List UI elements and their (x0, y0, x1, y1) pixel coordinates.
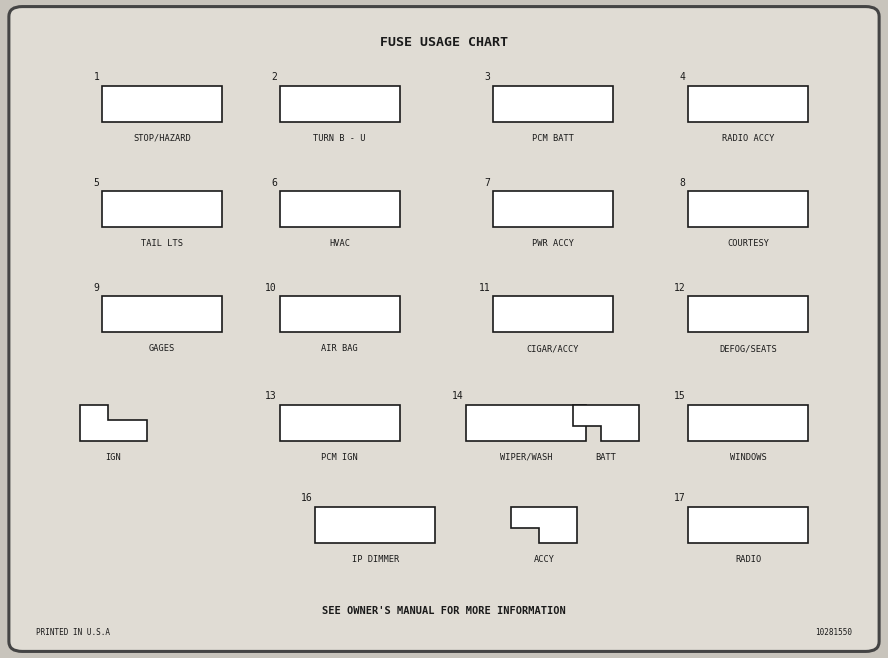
Text: 5: 5 (93, 178, 99, 188)
Bar (688, 86, 808, 122)
Text: 4: 4 (679, 72, 686, 82)
Bar (102, 191, 222, 227)
Text: COURTESY: COURTESY (727, 239, 769, 248)
Bar (688, 507, 808, 543)
Text: 2: 2 (271, 72, 277, 82)
Text: 13: 13 (266, 392, 277, 401)
Text: 8: 8 (679, 178, 686, 188)
Text: CIGAR/ACCY: CIGAR/ACCY (527, 344, 579, 353)
Bar (493, 86, 613, 122)
Bar (466, 405, 586, 441)
Bar (688, 191, 808, 227)
FancyBboxPatch shape (9, 7, 879, 651)
Text: SEE OWNER'S MANUAL FOR MORE INFORMATION: SEE OWNER'S MANUAL FOR MORE INFORMATION (322, 605, 566, 616)
Bar (102, 296, 222, 332)
Text: PWR ACCY: PWR ACCY (532, 239, 574, 248)
Bar (102, 86, 222, 122)
Text: IGN: IGN (106, 453, 121, 462)
Bar (493, 296, 613, 332)
Text: PCM IGN: PCM IGN (321, 453, 358, 462)
Bar (315, 507, 435, 543)
Polygon shape (511, 507, 577, 543)
Text: 1: 1 (93, 72, 99, 82)
Text: STOP/HAZARD: STOP/HAZARD (133, 134, 191, 143)
Text: 7: 7 (484, 178, 490, 188)
Text: 17: 17 (674, 494, 686, 503)
Bar (280, 191, 400, 227)
Bar (688, 405, 808, 441)
Text: 3: 3 (484, 72, 490, 82)
Text: 9: 9 (93, 283, 99, 293)
Text: FUSE USAGE CHART: FUSE USAGE CHART (380, 36, 508, 49)
Text: IP DIMMER: IP DIMMER (352, 555, 399, 564)
Text: ACCY: ACCY (534, 555, 554, 564)
Bar (280, 405, 400, 441)
Text: 6: 6 (271, 178, 277, 188)
Text: 11: 11 (479, 283, 490, 293)
Text: DEFOG/SEATS: DEFOG/SEATS (719, 344, 777, 353)
Text: 12: 12 (674, 283, 686, 293)
Text: PCM BATT: PCM BATT (532, 134, 574, 143)
Text: 10281550: 10281550 (815, 628, 852, 638)
Text: TAIL LTS: TAIL LTS (141, 239, 183, 248)
Text: RADIO ACCY: RADIO ACCY (722, 134, 774, 143)
Text: GAGES: GAGES (149, 344, 175, 353)
Polygon shape (80, 405, 147, 441)
Bar (280, 86, 400, 122)
Text: 16: 16 (301, 494, 313, 503)
Text: RADIO: RADIO (735, 555, 761, 564)
Text: 14: 14 (452, 392, 464, 401)
Text: WIPER/WASH: WIPER/WASH (500, 453, 552, 462)
Text: 10: 10 (266, 283, 277, 293)
Bar (493, 191, 613, 227)
Polygon shape (573, 405, 639, 441)
Bar (688, 296, 808, 332)
Text: WINDOWS: WINDOWS (730, 453, 766, 462)
Text: AIR BAG: AIR BAG (321, 344, 358, 353)
Bar (280, 296, 400, 332)
Text: TURN B - U: TURN B - U (313, 134, 366, 143)
Text: BATT: BATT (596, 453, 616, 462)
Text: 15: 15 (674, 392, 686, 401)
Text: PRINTED IN U.S.A: PRINTED IN U.S.A (36, 628, 109, 638)
Text: HVAC: HVAC (329, 239, 350, 248)
